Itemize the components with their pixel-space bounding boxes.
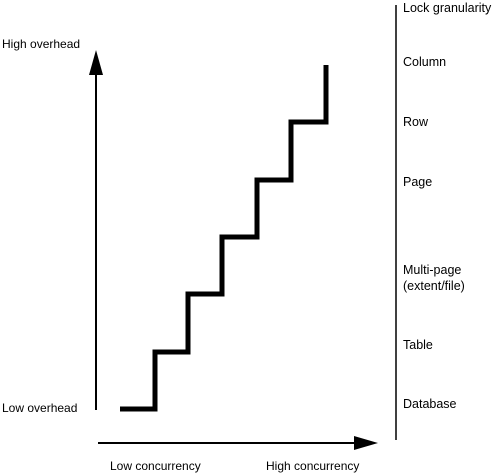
overhead-axis-arrowhead (89, 50, 103, 75)
concurrency-axis-arrowhead (354, 436, 378, 450)
high-overhead-label: High overhead (2, 37, 81, 51)
granularity-level-multi-page-detail: (extent/file) (403, 279, 465, 293)
granularity-level-row: Row (403, 115, 429, 129)
low-overhead-label: Low overhead (2, 401, 78, 415)
granularity-staircase (120, 65, 329, 412)
high-concurrency-label: High concurrency (266, 459, 360, 473)
granularity-level-column: Column (403, 55, 447, 69)
granularity-level-multi-page: Multi-page (403, 263, 462, 277)
granularity-level-database: Database (403, 397, 457, 411)
granularity-level-table: Table (403, 338, 433, 352)
low-concurrency-label: Low concurrency (110, 459, 201, 473)
lock-granularity-title: Lock granularity (403, 1, 492, 15)
granularity-level-page: Page (403, 175, 433, 189)
